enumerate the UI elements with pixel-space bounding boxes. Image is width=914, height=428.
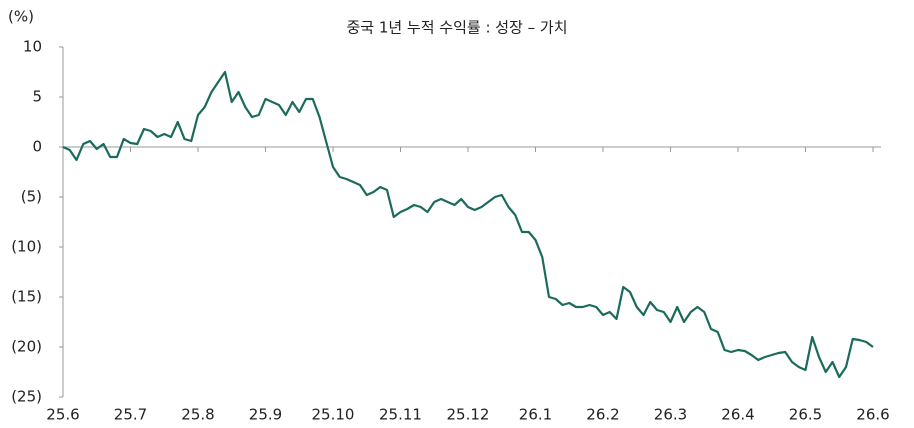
x-tick-label: 25.8 (181, 406, 214, 424)
y-tick-label: 5 (32, 88, 42, 106)
x-tick-label: 25.11 (379, 406, 422, 424)
y-tick-label: 0 (32, 138, 42, 156)
y-tick-label: (25) (11, 388, 42, 406)
x-tick-label: 26.5 (789, 406, 822, 424)
x-tick-label: 26.1 (519, 406, 552, 424)
line-series (62, 70, 874, 379)
x-tick-label: 26.6 (856, 406, 889, 424)
x-tick-label: 25.10 (312, 406, 355, 424)
x-tick-label: 26.2 (586, 406, 619, 424)
x-tick-label: 25.9 (249, 406, 282, 424)
chart-title: 중국 1년 누적 수익률 : 성장 – 가치 (346, 19, 567, 37)
y-axis-label: (%) (8, 8, 34, 26)
x-tick-label: 25.12 (447, 406, 490, 424)
y-tick-label: (20) (11, 338, 42, 356)
y-tick-label: (5) (21, 188, 42, 206)
x-tick-label: 26.3 (654, 406, 687, 424)
x-tick-label: 26.4 (721, 406, 754, 424)
x-tick-label: 25.6 (46, 406, 79, 424)
y-tick-label: (15) (11, 288, 42, 306)
y-tick-label: (10) (11, 238, 42, 256)
y-tick-label: 10 (23, 38, 42, 56)
x-tick-label: 25.7 (114, 406, 147, 424)
